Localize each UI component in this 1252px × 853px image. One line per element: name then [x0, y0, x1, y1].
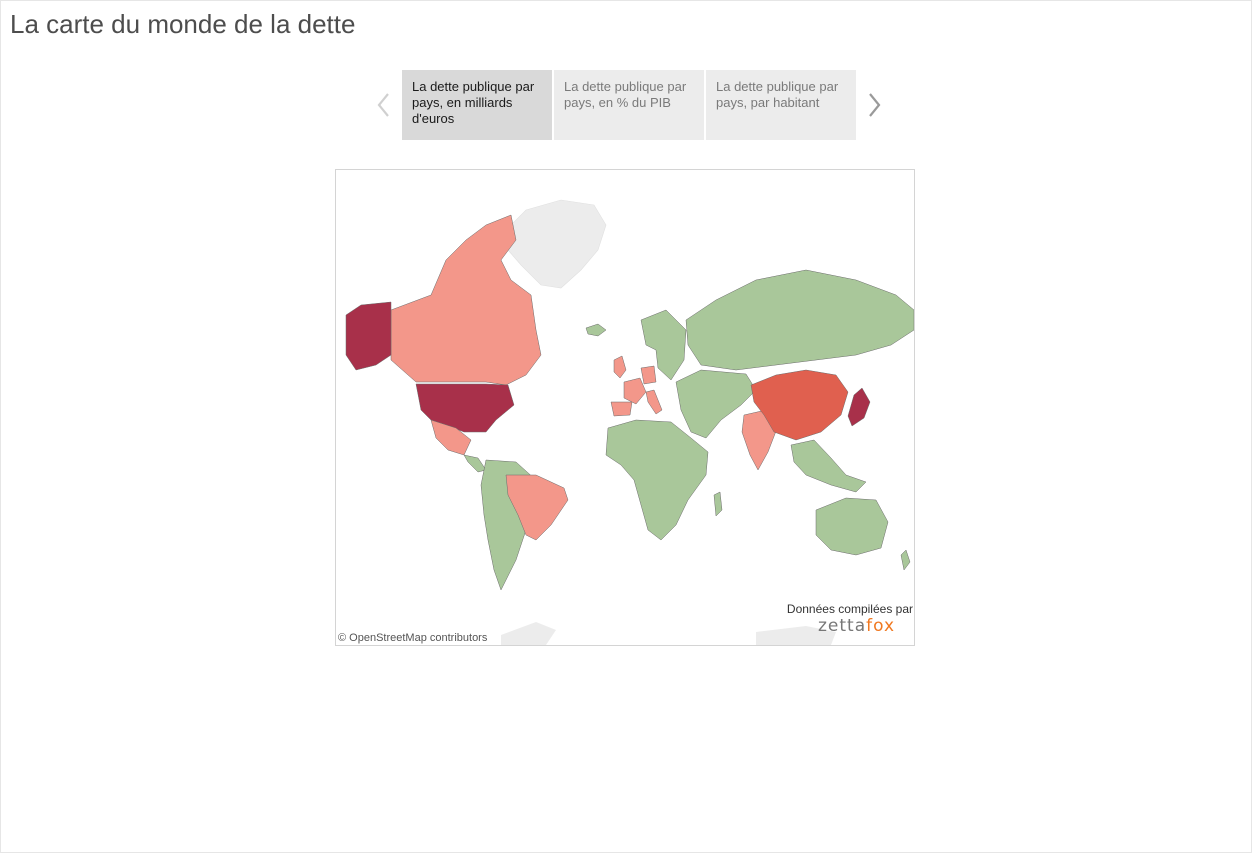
story-tab-label: La dette publique par pays, en milliards…	[412, 79, 535, 126]
chevron-right-icon[interactable]	[863, 90, 885, 120]
world-debt-map[interactable]: © OpenStreetMap contributors Données com…	[335, 169, 915, 646]
page-title: La carte du monde de la dette	[10, 9, 356, 39]
country-germany[interactable]	[640, 365, 657, 385]
country-russia[interactable]	[685, 269, 914, 371]
map-credit: © OpenStreetMap contributors	[336, 632, 490, 644]
country-united-kingdom[interactable]	[613, 355, 627, 379]
country-iceland[interactable]	[585, 323, 607, 337]
data-source-label: Données compilées par	[786, 602, 913, 616]
map-canvas[interactable]	[336, 170, 914, 645]
story-tab-milliards[interactable]: La dette publique par pays, en milliards…	[402, 70, 552, 140]
story-navigator: La dette publique par pays, en milliards…	[373, 70, 885, 140]
country-japan[interactable]	[847, 387, 871, 427]
story-tab-label: La dette publique par pays, en % du PIB	[564, 79, 687, 110]
region-central-america[interactable]	[463, 454, 487, 473]
country-greenland[interactable]	[505, 199, 607, 289]
country-usa-alaska[interactable]	[345, 301, 392, 371]
country-spain[interactable]	[610, 401, 633, 417]
chevron-left-icon[interactable]	[373, 90, 395, 120]
country-canada[interactable]	[390, 214, 542, 386]
brand-suffix: fox	[866, 616, 896, 636]
country-italy[interactable]	[645, 389, 663, 415]
region-africa[interactable]	[605, 419, 709, 541]
story-tab-pct-pib[interactable]: La dette publique par pays, en % du PIB	[554, 70, 704, 140]
country-brazil[interactable]	[505, 474, 569, 541]
country-australia[interactable]	[815, 497, 889, 556]
region-middle-east-central-asia[interactable]	[675, 369, 757, 439]
country-france[interactable]	[623, 377, 647, 405]
country-madagascar[interactable]	[713, 491, 723, 517]
zettafox-logo[interactable]: zettafox	[818, 616, 898, 638]
story-tab-par-habitant[interactable]: La dette publique par pays, par habitant	[706, 70, 856, 140]
region-antarctica-east[interactable]	[756, 626, 836, 645]
region-southeast-asia[interactable]	[790, 439, 867, 493]
country-usa[interactable]	[415, 383, 515, 433]
brand-prefix: zetta	[818, 616, 867, 636]
story-tab-label: La dette publique par pays, par habitant	[716, 79, 839, 110]
country-new-zealand[interactable]	[900, 549, 911, 571]
country-china[interactable]	[750, 369, 849, 441]
region-antarctica[interactable]	[501, 622, 556, 645]
region-europe-other[interactable]	[640, 309, 687, 381]
